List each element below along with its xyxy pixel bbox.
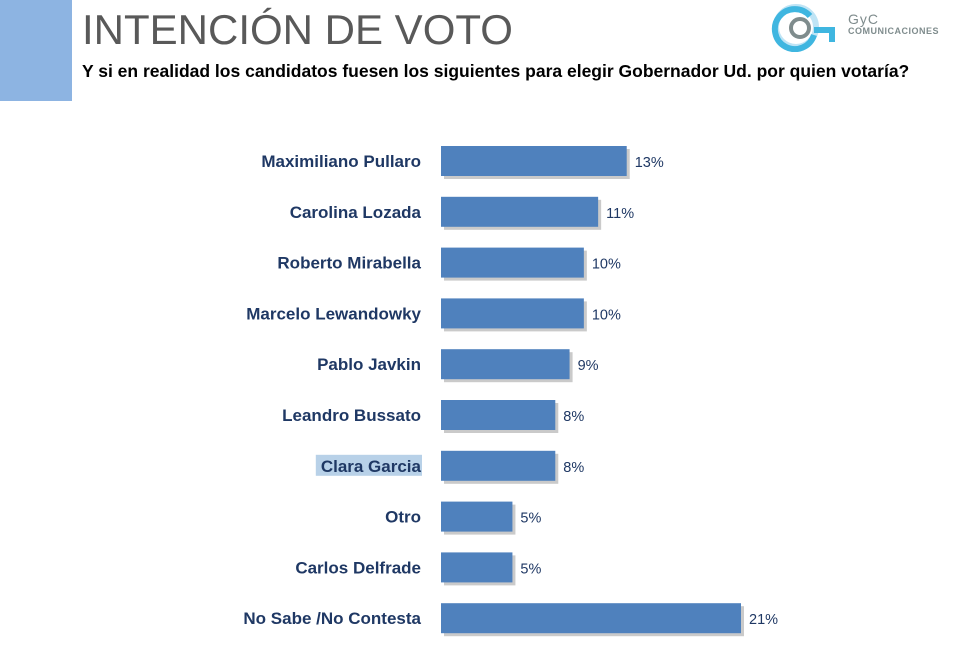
category-highlight: [315, 454, 422, 476]
category-label: Clara Garcia: [321, 457, 422, 476]
bar: [441, 450, 556, 481]
bar: [441, 552, 513, 583]
value-label: 8%: [563, 460, 584, 476]
category-label: Maximiliano Pullaro: [261, 152, 421, 171]
category-label: Carlos Delfrade: [295, 558, 421, 577]
logo-mark-icon: [771, 4, 835, 53]
bar: [441, 196, 599, 227]
value-label: 10%: [592, 307, 621, 323]
bar: [441, 349, 570, 380]
logo-brand: GyC: [848, 11, 879, 27]
page-title: INTENCIÓN DE VOTO: [82, 6, 513, 53]
category-label: Leandro Bussato: [282, 406, 421, 425]
bar: [441, 603, 741, 634]
value-label: 13%: [635, 155, 664, 171]
category-label: No Sabe /No Contesta: [243, 609, 421, 628]
category-label: Pablo Javkin: [317, 355, 421, 374]
bar: [441, 400, 556, 430]
category-label: Carolina Lozada: [290, 203, 422, 222]
value-label: 11%: [606, 206, 634, 222]
bar: [441, 298, 584, 329]
value-label: 8%: [563, 409, 584, 425]
category-label: Marcelo Lewandowky: [246, 304, 421, 323]
value-label: 5%: [520, 511, 541, 527]
company-logo: GyC COMUNICACIONES: [770, 2, 950, 53]
value-label: 21%: [749, 612, 778, 628]
logo-text: GyC COMUNICACIONES: [848, 12, 939, 36]
category-label: Roberto Mirabella: [277, 254, 421, 273]
question-subtitle: Y si en realidad los candidatos fuesen l…: [82, 61, 910, 81]
bar: [441, 146, 627, 176]
logo-subtitle: COMUNICACIONES: [848, 26, 940, 36]
category-label: Otro: [385, 508, 421, 527]
value-label: 5%: [520, 561, 541, 577]
accent-block: [0, 0, 72, 101]
bar: [441, 501, 513, 532]
value-label: 10%: [592, 257, 621, 273]
value-label: 9%: [578, 358, 599, 374]
bar: [441, 247, 584, 278]
